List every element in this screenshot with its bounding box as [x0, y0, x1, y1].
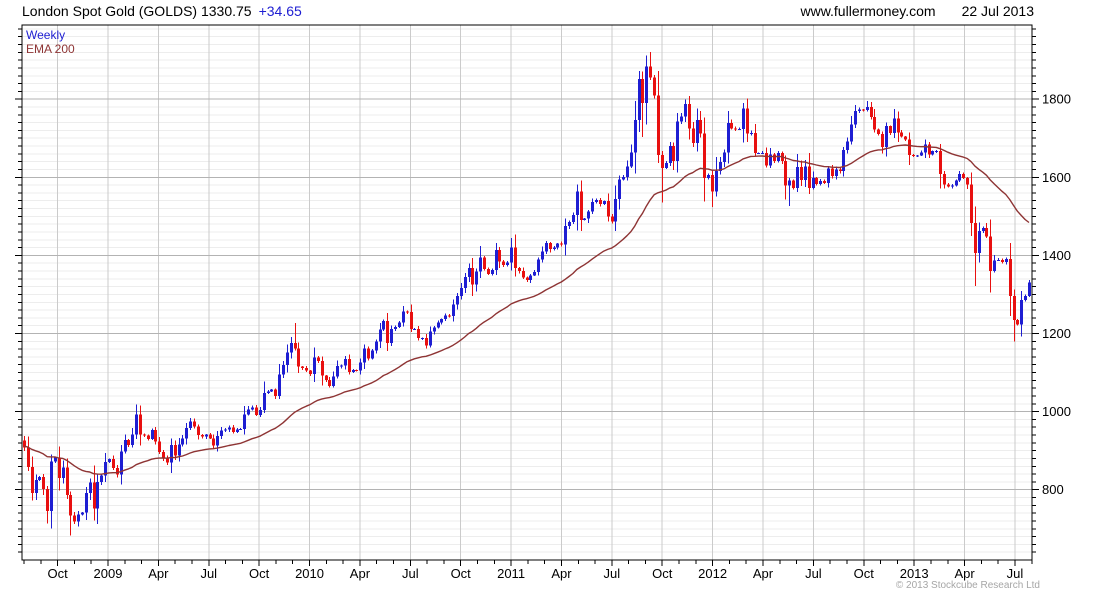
- x-axis-label: Jul: [1007, 566, 1024, 581]
- x-axis-label: Jul: [402, 566, 419, 581]
- x-axis-label: Apr: [148, 566, 169, 581]
- x-axis-label: Apr: [551, 566, 572, 581]
- x-axis-label: Apr: [954, 566, 975, 581]
- axis-labels: 800 1000 1200 1400 1600 1800 Oct 2009 Apr Jul Oct 2…: [47, 92, 1070, 581]
- x-axis-label: Jul: [805, 566, 822, 581]
- x-axis-label: Oct: [451, 566, 472, 581]
- x-axis-label: Oct: [854, 566, 875, 581]
- chart-date: 22 Jul 2013: [961, 3, 1034, 19]
- copyright-text: © 2013 Stockcube Research Ltd: [895, 580, 1040, 591]
- price-change: +34.65: [258, 3, 302, 19]
- x-axis-label: Jul: [604, 566, 621, 581]
- axes: [15, 24, 1039, 566]
- x-axis-label: 2009: [94, 566, 123, 581]
- chart-title: London Spot Gold (GOLDS) 1330.75 +34.65: [22, 3, 302, 19]
- header-right: www.fullermoney.com 22 Jul 2013: [800, 3, 1034, 19]
- x-axis-label: Oct: [652, 566, 673, 581]
- candles: [23, 51, 1031, 536]
- x-axis-label: 2013: [900, 566, 929, 581]
- ema-200-path: [23, 144, 1030, 475]
- x-axis-label: Jul: [200, 566, 217, 581]
- legend-ema: EMA 200: [26, 42, 75, 56]
- x-axis-label: Apr: [350, 566, 371, 581]
- y-axis-label: 1400: [1042, 248, 1071, 263]
- grid: [22, 25, 1032, 560]
- chart-header: London Spot Gold (GOLDS) 1330.75 +34.65 w…: [0, 3, 1100, 21]
- instrument-title: London Spot Gold (GOLDS) 1330.75: [22, 3, 252, 19]
- chart-legend: Weekly EMA 200: [26, 28, 75, 56]
- x-axis-label: Apr: [753, 566, 774, 581]
- y-axis-label: 1800: [1042, 92, 1071, 107]
- x-axis-label: Oct: [47, 566, 68, 581]
- y-axis-label: 1000: [1042, 404, 1071, 419]
- legend-timeframe: Weekly: [26, 28, 66, 42]
- ema-line: [23, 144, 1030, 475]
- x-axis-label: 2012: [698, 566, 727, 581]
- y-axis-label: 800: [1042, 482, 1064, 497]
- x-axis-label: 2010: [295, 566, 324, 581]
- x-axis-label: 2011: [497, 566, 525, 581]
- y-axis-label: 1600: [1042, 170, 1071, 185]
- y-axis-label: 1200: [1042, 326, 1071, 341]
- website-text: www.fullermoney.com: [800, 3, 936, 19]
- x-axis-label: Oct: [249, 566, 270, 581]
